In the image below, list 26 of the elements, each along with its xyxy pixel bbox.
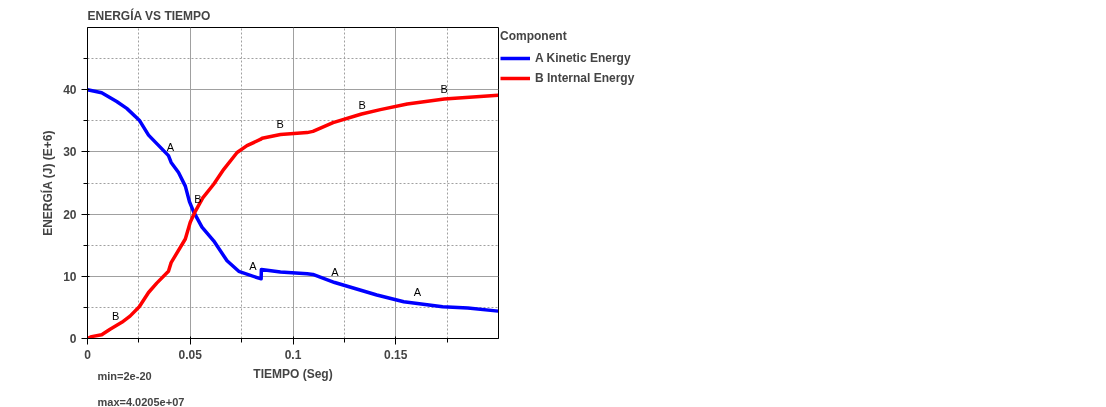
x-tick-label: 0.1 [284, 347, 302, 362]
x-axis-title: TIEMPO (Seg) [253, 366, 333, 381]
annotation: B [440, 83, 448, 96]
annotation: A [413, 286, 422, 299]
annotation: A [166, 141, 175, 154]
y-tick-label: 20 [63, 207, 77, 222]
y-tick-label: 30 [63, 145, 77, 160]
legend-title: Component [500, 29, 568, 43]
text: max=4.0205e+07 [97, 395, 185, 407]
y-tick-label: 40 [63, 83, 77, 98]
legend-label: B Internal Energy [535, 71, 635, 85]
annotation: B [111, 310, 120, 323]
text: min=2e-20 [97, 369, 152, 382]
annotation: B [194, 192, 202, 205]
annotation: B [276, 118, 284, 131]
annotation: A [249, 259, 258, 272]
annotation: A [331, 265, 340, 278]
annotation: B [358, 99, 366, 112]
x-tick-label: 0 [84, 347, 92, 362]
y-axis-title: ENERGÍA (J) (E+6) [40, 130, 56, 236]
legend-label: A Kinetic Energy [535, 51, 631, 65]
x-tick-label: 0.15 [384, 347, 408, 362]
y-tick-label: 10 [63, 269, 77, 284]
x-tick-label: 0.05 [178, 347, 203, 362]
y-tick-label: 0 [69, 332, 77, 346]
chart-title: ENERGÍA VS TIEMPO [87, 7, 211, 23]
